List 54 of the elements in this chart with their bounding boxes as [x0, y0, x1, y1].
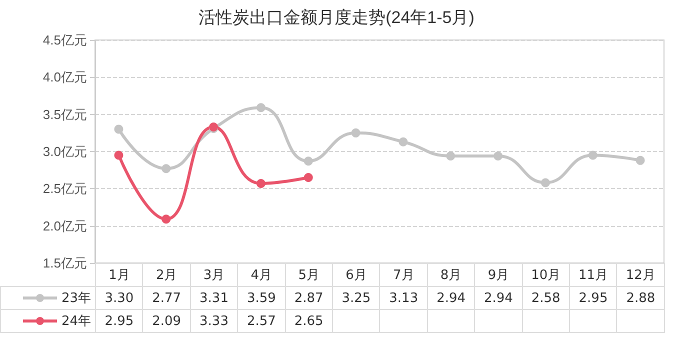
- point: [114, 124, 124, 134]
- data-label: 2.65: [285, 310, 333, 332]
- data-label: 2.77: [142, 286, 190, 310]
- data-label: 2.95: [570, 286, 617, 310]
- point: [540, 178, 550, 188]
- y-tick-label: 2.5亿元: [42, 181, 87, 196]
- x-tick-label: 1月: [96, 264, 143, 286]
- x-tick-label: 10月: [522, 264, 570, 286]
- point: [636, 156, 645, 165]
- data-label: 3.25: [332, 286, 380, 310]
- x-tick-label: 11月: [570, 264, 617, 286]
- x-tick-label: 5月: [285, 264, 333, 286]
- legend-label: 24年: [0, 310, 96, 332]
- data-label: 2.94: [427, 286, 475, 310]
- x-tick-label: 6月: [332, 264, 380, 286]
- point: [351, 128, 360, 138]
- data-label: 2.87: [285, 286, 333, 310]
- point: [304, 156, 313, 166]
- y-tick-label: 3.0亿元: [42, 144, 87, 159]
- x-tick-label: 4月: [238, 264, 286, 286]
- chart-title: 活性炭出口金额月度走势(24年1-5月): [198, 8, 474, 27]
- data-label: 3.13: [380, 286, 428, 310]
- data-label: 3.31: [190, 286, 238, 310]
- point: [114, 150, 124, 160]
- data-label: 2.57: [238, 310, 286, 332]
- point: [256, 103, 266, 112]
- y-tick-label: 1.5亿元: [42, 256, 87, 270]
- y-tick-label: 3.5亿元: [42, 106, 87, 122]
- point: [494, 151, 503, 160]
- x-tick-label: 8月: [427, 264, 475, 286]
- y-tick-label: 4.5亿元: [42, 32, 87, 48]
- data-label: 2.58: [522, 286, 570, 310]
- data-label: 2.95: [96, 310, 143, 332]
- data-label: 2.88: [616, 286, 664, 310]
- data-label: 3.30: [96, 286, 143, 310]
- x-tick-label: 9月: [474, 264, 522, 286]
- point: [162, 214, 171, 224]
- point: [588, 150, 598, 160]
- point: [162, 164, 171, 174]
- y-tick-label: 4.0亿元: [42, 70, 87, 85]
- x-tick-label: 12月: [616, 264, 664, 286]
- data-label: 2.94: [474, 286, 522, 310]
- point: [398, 137, 408, 146]
- x-tick-label: 7月: [380, 264, 428, 286]
- legend-label: 23年: [0, 286, 96, 310]
- point: [256, 178, 266, 188]
- point: [304, 173, 313, 182]
- y-tick-label: 2.0亿元: [42, 218, 87, 234]
- data-label: 3.33: [190, 310, 238, 332]
- data-label: 3.59: [238, 286, 286, 310]
- data-label: 2.09: [142, 310, 190, 332]
- x-tick-label: 2月: [142, 264, 190, 286]
- point: [446, 151, 456, 160]
- x-tick-label: 3月: [190, 264, 238, 286]
